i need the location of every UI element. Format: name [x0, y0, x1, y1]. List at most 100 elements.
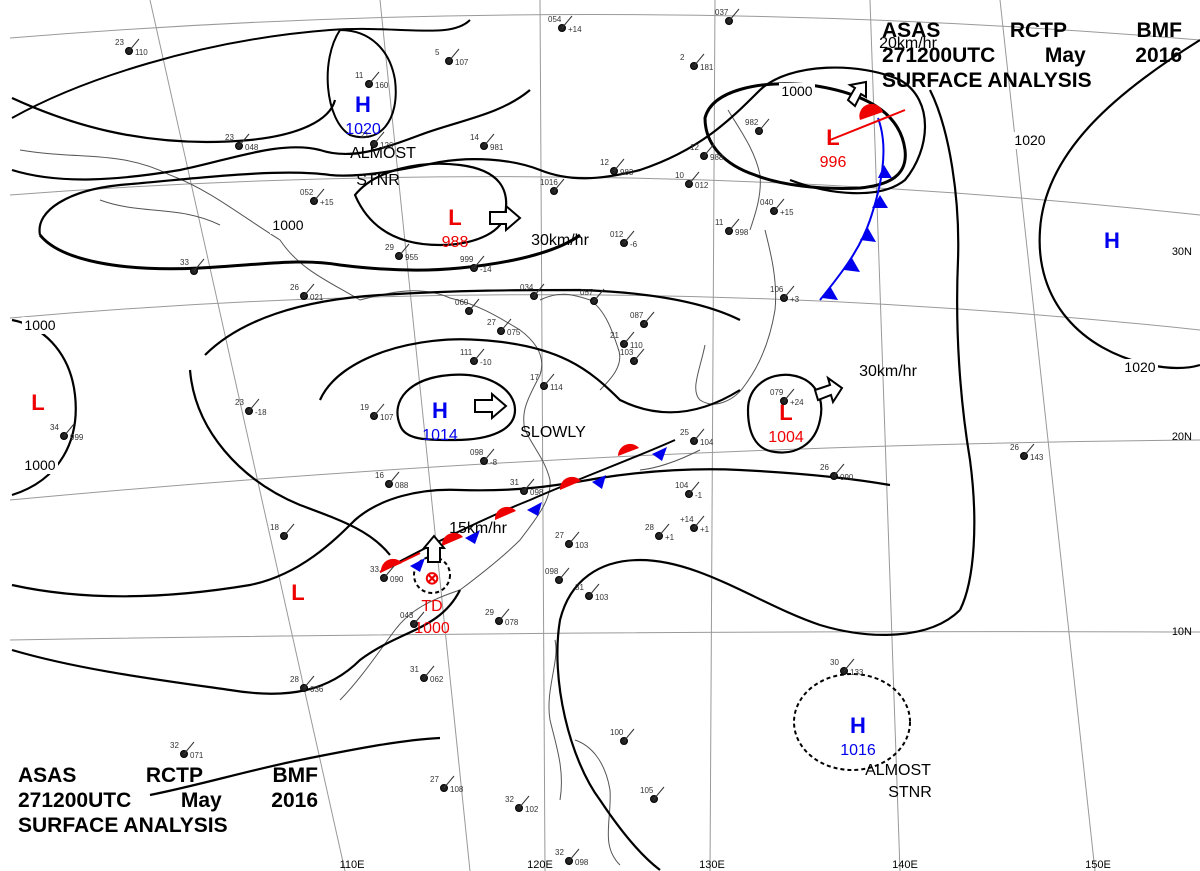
station-value: 012	[610, 230, 624, 239]
station-plot: 052 +15	[300, 188, 334, 207]
station-plot: 31 062	[410, 665, 444, 684]
center-pressure-value: 1014	[422, 427, 458, 444]
station-value: 999	[460, 255, 474, 264]
wind-barb-icon	[653, 786, 665, 800]
longitude-label: 130E	[699, 859, 725, 871]
wind-barb-icon	[688, 481, 700, 495]
station-value: 114	[550, 383, 563, 392]
station-value: 098	[545, 567, 559, 576]
center-pressure-value: 1020	[345, 121, 381, 138]
wind-barb-icon	[518, 795, 530, 809]
station-value: 143	[1030, 453, 1044, 462]
station-value: 1016	[540, 178, 558, 187]
station-plot: 32 071	[170, 741, 204, 760]
station-value: 021	[310, 293, 324, 302]
station-value: 26	[1010, 443, 1019, 452]
station-plot: +14 +1	[680, 515, 710, 534]
wind-barb-icon	[383, 565, 395, 579]
wind-barb-icon	[833, 463, 845, 477]
isobar-label-bg	[1122, 359, 1158, 376]
arrow-icon	[813, 375, 844, 405]
station-value: 043	[400, 611, 414, 620]
station-value: 23	[225, 133, 234, 142]
frontal-systems	[379, 103, 906, 573]
arrow-icon	[421, 534, 447, 563]
station-value: 29	[485, 608, 494, 617]
arrow-icon	[489, 203, 522, 233]
station-value: 11	[715, 218, 724, 227]
wind-barb-icon	[568, 531, 580, 545]
header-title: SURFACE ANALYSIS	[882, 69, 1092, 92]
station-value: 102	[525, 805, 539, 814]
station-plot: 23 048	[225, 133, 259, 152]
station-value: 012	[695, 181, 709, 190]
station-plot: 12 988	[690, 143, 724, 162]
low-pressure-center: L	[448, 205, 461, 230]
wind-barb-icon	[63, 423, 75, 437]
station-value: 10	[675, 171, 684, 180]
station-plot: 30 133	[830, 658, 864, 677]
station-value: 088	[395, 481, 409, 490]
isobar-label-bg	[779, 83, 815, 100]
station-plot: 16 088	[375, 471, 409, 490]
station-value: 32	[505, 795, 514, 804]
station-value: -6	[630, 240, 638, 249]
station-value: 988	[710, 153, 724, 162]
station-plot: 26 090	[820, 463, 854, 482]
wind-barb-icon	[388, 471, 400, 485]
isobar-label: 1020	[1014, 132, 1045, 148]
station-plot: 11 160	[355, 71, 389, 90]
longitude-label: 140E	[892, 859, 918, 871]
high-pressure-center: H	[1104, 228, 1120, 253]
station-value: 057	[580, 288, 594, 297]
longitude-label: 120E	[527, 859, 553, 871]
station-value: +14	[568, 25, 582, 34]
wind-barb-icon	[303, 675, 315, 689]
wind-barb-icon	[728, 218, 740, 232]
station-value: 107	[455, 58, 469, 67]
station-plot: 21 110	[610, 331, 643, 350]
arrow-icon	[474, 391, 508, 421]
wind-barb-icon	[473, 348, 485, 362]
wind-barb-icon	[688, 171, 700, 185]
station-value: 106	[770, 285, 784, 294]
station-value: 160	[375, 81, 389, 90]
station-plot: 27 103	[555, 531, 589, 550]
td-symbol-icon: ⊗	[424, 568, 439, 588]
isobar-label-bg	[22, 317, 58, 334]
station-value: 28	[645, 523, 654, 532]
station-value: 34	[50, 423, 59, 432]
station-plot: 29 955	[385, 243, 419, 262]
station-value: -14	[480, 265, 492, 274]
wind-barb-icon	[843, 658, 855, 672]
header-bottom-left: ASAS RCTP BMF 271200UTC May 2016 SURFACE ANA…	[18, 764, 318, 837]
arrow-icon	[846, 80, 867, 108]
station-value: 27	[555, 531, 564, 540]
isobar-label-bg	[1012, 132, 1048, 149]
wind-barb-icon	[473, 255, 485, 269]
wind-barb-icon	[558, 567, 570, 581]
isobar-label: 1020	[1124, 359, 1155, 375]
station-value: 104	[675, 481, 689, 490]
station-value: 110	[630, 341, 643, 350]
wind-barb-icon	[623, 728, 635, 742]
station-plot: 098 -8	[470, 448, 498, 467]
station-plot: 28 +1	[645, 523, 675, 542]
motion-label: 30km/hr	[531, 232, 589, 249]
high-pressure-center: H	[355, 92, 371, 117]
station-value: 955	[405, 253, 419, 262]
wind-barb-icon	[498, 608, 510, 622]
station-plot: 27 108	[430, 775, 464, 794]
motion-label: 15km/hr	[449, 520, 507, 537]
station-plot: 25 104	[680, 428, 714, 447]
station-value: 26	[290, 283, 299, 292]
graticule-grid	[9, 0, 1200, 871]
wind-barb-icon	[368, 71, 380, 85]
wind-barb-icon	[758, 118, 770, 132]
station-plot: 34 999	[50, 423, 84, 442]
station-value: 036	[310, 685, 324, 694]
wind-barb-icon	[643, 311, 655, 325]
station-plot: 106 +3	[770, 285, 800, 304]
station-value: -18	[255, 408, 267, 417]
station-plot: 060	[455, 298, 480, 315]
